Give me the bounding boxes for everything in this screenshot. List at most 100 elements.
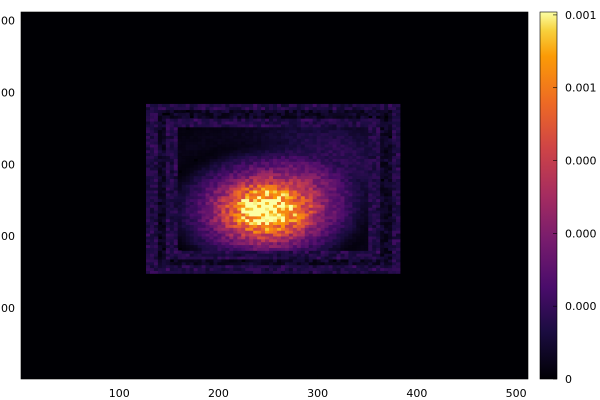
heatmap-cell [161,238,167,243]
heatmap-cell [241,138,246,142]
heatmap-cell [165,184,171,188]
heatmap-cell [392,170,397,174]
heatmap-cell [253,164,258,168]
heatmap-cell [177,178,183,182]
heatmap-cell [205,138,210,142]
heatmap-cell [217,164,222,168]
heatmap-cell [372,236,377,240]
heatmap-cell [380,126,385,131]
heatmap-cell [197,236,202,240]
heatmap-cell [237,224,242,228]
heatmap-cell [304,270,310,274]
heatmap-cell [296,106,302,111]
heatmap-cell [173,267,179,271]
heatmap-cell [348,161,353,165]
heatmap-cell [169,241,175,246]
heatmap-cell [372,264,377,269]
heatmap-cell [352,253,357,257]
heatmap-cell [332,172,337,177]
heatmap-cell [304,135,310,139]
heatmap-cell [328,192,333,197]
heatmap-cell [201,192,206,197]
heatmap-cell [300,190,306,194]
heatmap-cell [225,141,230,145]
heatmap-cell [316,253,322,257]
heatmap-cell [280,147,286,151]
heatmap-cell [396,138,401,142]
heatmap-cell [316,126,322,131]
heatmap-cell [368,144,373,148]
heatmap-cell [241,184,246,188]
heatmap-cell [245,192,250,197]
heatmap-cell [396,250,401,254]
heatmap-cell [312,210,318,214]
heatmap-cell [149,184,155,188]
heatmap-cell [165,172,171,177]
heatmap-cell [257,158,262,162]
heatmap-cell [372,190,377,194]
heatmap-cell [217,184,222,188]
heatmap-cell [328,161,333,165]
heatmap-cell [269,233,274,237]
heatmap-cell [153,184,159,188]
heatmap-cell [312,115,318,119]
heatmap-cell [257,135,262,139]
heatmap-cell [336,190,341,194]
heatmap-cell [253,126,258,131]
heatmap-cell [296,132,302,136]
heatmap-cell [265,103,270,108]
heatmap-cell [146,158,151,162]
heatmap-cell [233,155,238,159]
heatmap-cell [257,259,262,263]
heatmap-cell [149,149,155,154]
heatmap-cell [253,201,258,205]
heatmap-cell [368,204,373,208]
heatmap-cell [300,215,306,220]
heatmap-cell [304,112,310,116]
heatmap-cell [360,270,365,274]
heatmap-cell [173,201,179,205]
heatmap-cell [352,224,357,228]
heatmap-cell [269,178,274,182]
heatmap-cell [296,204,302,208]
heatmap-cell [241,195,246,200]
heatmap-cell [316,195,322,200]
heatmap-cell [392,253,397,257]
heatmap-cell [265,244,270,248]
heatmap-cell [146,261,151,266]
heatmap-cell [300,181,306,185]
heatmap-cell [308,115,314,119]
heatmap-cell [356,132,361,136]
heatmap-cell [173,109,179,113]
heatmap-cell [372,238,377,243]
heatmap-cell [352,132,357,136]
heatmap-cell [189,155,195,159]
heatmap-cell [245,175,250,180]
heatmap-cell [320,213,326,217]
heatmap-cell [165,170,171,174]
heatmap-cell [368,178,373,182]
heatmap-cell [336,201,341,205]
heatmap-cell [384,253,389,257]
heatmap-cell [316,141,322,145]
heatmap-cell [292,147,298,151]
heatmap-cell [376,109,381,113]
heatmap-cell [157,241,163,246]
heatmap-cell [169,181,175,185]
heatmap-cell [249,181,254,185]
heatmap-cell [201,224,206,228]
heatmap-cell [273,103,278,108]
heatmap-cell [284,115,290,119]
heatmap-cell [189,256,195,260]
heatmap-cell [328,181,333,185]
heatmap-cell [388,132,393,136]
heatmap-cell [308,236,314,240]
heatmap-cell [149,106,155,111]
heatmap-cell [304,261,310,266]
heatmap-cell [384,121,389,125]
heatmap-cell [392,230,397,234]
heatmap-cell [396,164,401,168]
heatmap-cell [384,204,389,208]
heatmap-cell [225,121,230,125]
heatmap-cell [161,213,167,217]
